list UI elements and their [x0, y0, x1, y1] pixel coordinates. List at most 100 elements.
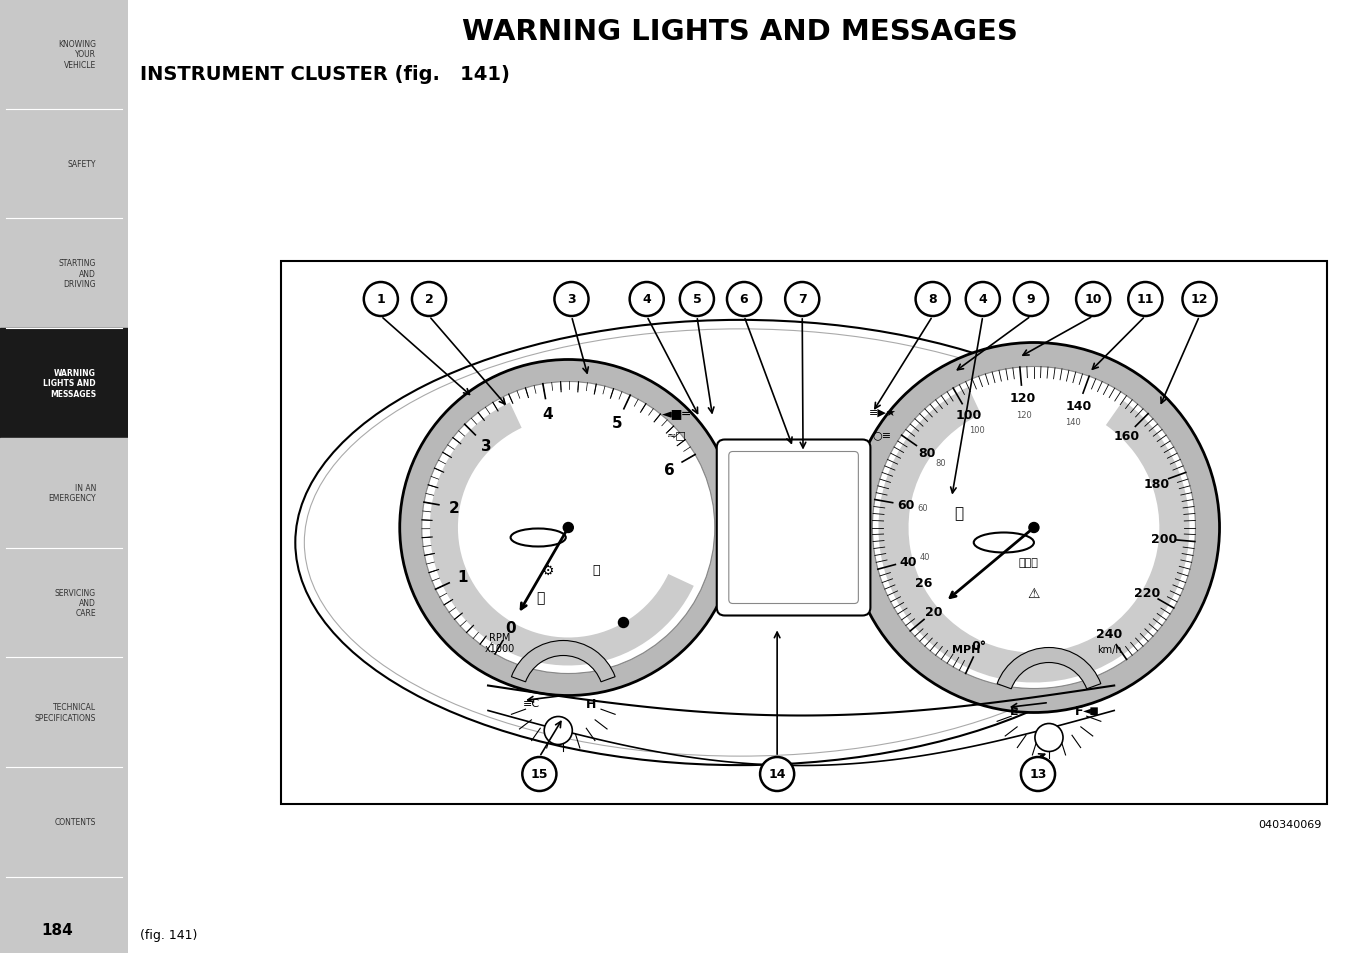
Text: ◄■: ◄■	[1083, 706, 1099, 716]
Text: 0°: 0°	[971, 639, 987, 652]
Text: TECHNICAL
SPECIFICATIONS: TECHNICAL SPECIFICATIONS	[35, 702, 96, 722]
Text: ⚠: ⚠	[1028, 586, 1040, 599]
Circle shape	[1076, 283, 1110, 316]
Text: E: E	[1010, 704, 1018, 718]
Text: F: F	[1075, 704, 1083, 718]
Text: 5: 5	[692, 294, 702, 306]
Bar	[0, 329, 128, 438]
Text: 60: 60	[917, 504, 927, 513]
Circle shape	[760, 758, 794, 791]
Ellipse shape	[973, 533, 1034, 553]
Text: 200: 200	[1151, 533, 1178, 546]
Circle shape	[554, 283, 588, 316]
Circle shape	[1014, 283, 1048, 316]
Wedge shape	[879, 388, 1190, 682]
Text: 40: 40	[919, 553, 930, 561]
Circle shape	[522, 758, 557, 791]
Circle shape	[1034, 723, 1063, 752]
Text: 60: 60	[896, 499, 914, 512]
Text: INSTRUMENT CLUSTER (fig.   141): INSTRUMENT CLUSTER (fig. 141)	[141, 66, 510, 85]
Circle shape	[412, 283, 446, 316]
Text: SERVICING
AND
CARE: SERVICING AND CARE	[55, 588, 96, 618]
Text: 100: 100	[956, 409, 982, 422]
Text: KNOWING
YOUR
VEHICLE: KNOWING YOUR VEHICLE	[58, 40, 96, 70]
Text: km/h: km/h	[1096, 645, 1122, 655]
Text: 140: 140	[1065, 417, 1080, 426]
Text: SAFETY: SAFETY	[68, 160, 96, 169]
Text: 40: 40	[899, 555, 917, 568]
Text: CONTENTS: CONTENTS	[54, 818, 96, 826]
Text: IN AN
EMERGENCY: IN AN EMERGENCY	[49, 483, 96, 503]
Text: 120: 120	[1010, 392, 1036, 405]
Text: WARNING
LIGHTS AND
MESSAGES: WARNING LIGHTS AND MESSAGES	[43, 369, 96, 398]
Text: WARNING LIGHTS AND MESSAGES: WARNING LIGHTS AND MESSAGES	[462, 18, 1018, 46]
Text: 🔧: 🔧	[592, 563, 600, 577]
Text: 240: 240	[1095, 628, 1122, 640]
Text: 4: 4	[542, 406, 553, 421]
Text: 040340069: 040340069	[1259, 820, 1322, 829]
Text: 6: 6	[740, 294, 749, 306]
Bar	[0, 767, 128, 877]
Text: 6: 6	[664, 462, 675, 477]
Circle shape	[422, 382, 715, 674]
Text: ◄■═: ◄■═	[662, 407, 691, 419]
Text: 5: 5	[612, 416, 623, 431]
Circle shape	[1129, 283, 1163, 316]
FancyBboxPatch shape	[280, 262, 1326, 804]
Text: 180: 180	[1144, 477, 1169, 490]
Text: 7: 7	[798, 294, 807, 306]
Bar	[0, 110, 128, 219]
Circle shape	[786, 283, 819, 316]
Text: 100: 100	[969, 426, 986, 435]
Text: 184: 184	[42, 922, 73, 937]
Circle shape	[630, 283, 664, 316]
Text: 9: 9	[1026, 294, 1036, 306]
Text: 80: 80	[918, 447, 936, 460]
Text: STARTING
AND
DRIVING: STARTING AND DRIVING	[58, 259, 96, 289]
Text: 26: 26	[915, 577, 933, 589]
Circle shape	[680, 283, 714, 316]
Circle shape	[1183, 283, 1217, 316]
Text: 8: 8	[929, 294, 937, 306]
Bar	[0, 548, 128, 658]
Text: ○≡: ○≡	[873, 430, 892, 440]
Text: 120: 120	[1017, 411, 1032, 420]
Wedge shape	[848, 343, 1220, 713]
Text: 14: 14	[768, 768, 786, 781]
FancyBboxPatch shape	[729, 452, 859, 604]
Text: 15: 15	[530, 768, 548, 781]
Text: 10: 10	[1084, 294, 1102, 306]
Text: 220: 220	[1134, 586, 1160, 599]
Text: 3: 3	[566, 294, 576, 306]
Text: 12: 12	[1191, 294, 1209, 306]
Text: ≡▶★: ≡▶★	[868, 408, 896, 418]
Text: Ⓟ: Ⓟ	[955, 505, 963, 520]
Wedge shape	[430, 403, 694, 666]
Ellipse shape	[511, 529, 565, 547]
Bar	[0, 658, 128, 767]
Text: 4: 4	[979, 294, 987, 306]
Circle shape	[1021, 758, 1055, 791]
Text: MPH: MPH	[952, 645, 980, 655]
Circle shape	[564, 523, 573, 533]
Circle shape	[1029, 523, 1038, 533]
Text: ⛹: ⛹	[535, 591, 545, 605]
Text: (fig. 141): (fig. 141)	[141, 928, 197, 942]
Circle shape	[872, 367, 1195, 689]
FancyBboxPatch shape	[717, 440, 871, 616]
Circle shape	[965, 283, 1000, 316]
Wedge shape	[511, 640, 615, 682]
Bar	[0, 219, 128, 329]
Text: 2: 2	[449, 500, 460, 516]
Circle shape	[545, 717, 572, 744]
Text: 140: 140	[1065, 399, 1091, 413]
Text: 1: 1	[376, 294, 385, 306]
Wedge shape	[400, 360, 737, 696]
Text: ≡C: ≡C	[523, 699, 539, 709]
Text: 4: 4	[642, 294, 652, 306]
Text: 13: 13	[1029, 768, 1046, 781]
Circle shape	[364, 283, 397, 316]
Text: ≈□: ≈□	[667, 430, 687, 440]
Text: RPM
x1000: RPM x1000	[485, 632, 515, 654]
Text: 20: 20	[925, 605, 942, 618]
